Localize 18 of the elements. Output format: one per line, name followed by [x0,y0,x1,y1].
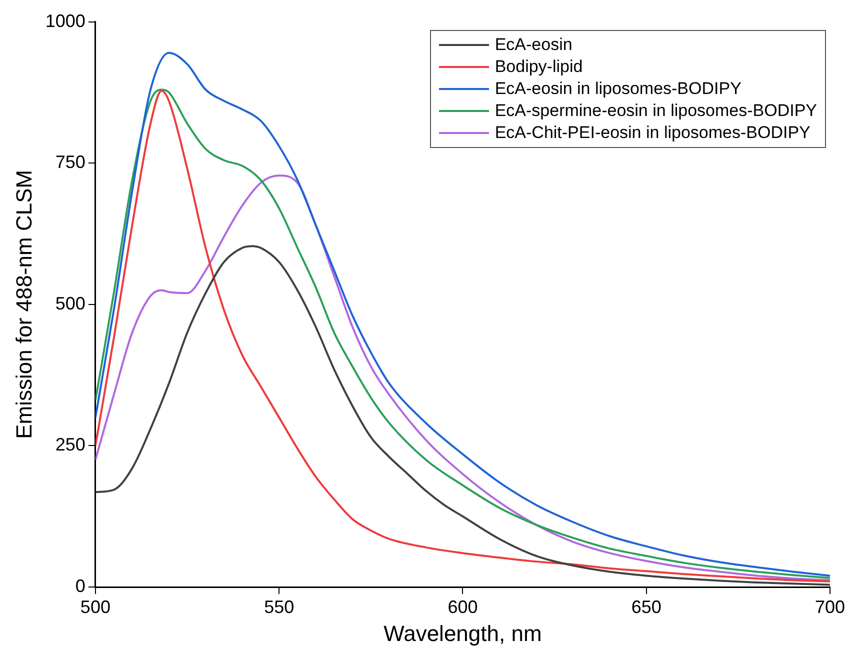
y-tick-label: 0 [75,576,86,596]
y-axis-title: Emission for 488-nm CLSM [11,170,36,439]
legend-label: EcA-Chit-PEI-eosin in liposomes-BODIPY [494,123,810,143]
x-tick-label: 650 [631,596,662,617]
x-tick-label: 700 [814,596,846,617]
y-tick-label: 250 [55,434,86,455]
x-tick-label: 500 [80,596,110,617]
legend-label: Bodipy-lipid [494,57,583,77]
legend-label: EcA-eosin in liposomes-BODIPY [494,79,742,99]
y-tick-label: 750 [55,152,86,172]
x-tick-label: 600 [448,596,478,617]
line-series [95,174,830,582]
legend-label: EcA-eosin [494,35,572,55]
x-tick-label: 550 [264,596,294,617]
y-tick-label: 500 [55,293,86,314]
legend-label: EcA-spermine-eosin in liposomes-BODIPY [494,101,817,121]
y-tick-label: 1000 [45,10,86,31]
x-axis-title: Wavelength, nm [384,620,542,646]
